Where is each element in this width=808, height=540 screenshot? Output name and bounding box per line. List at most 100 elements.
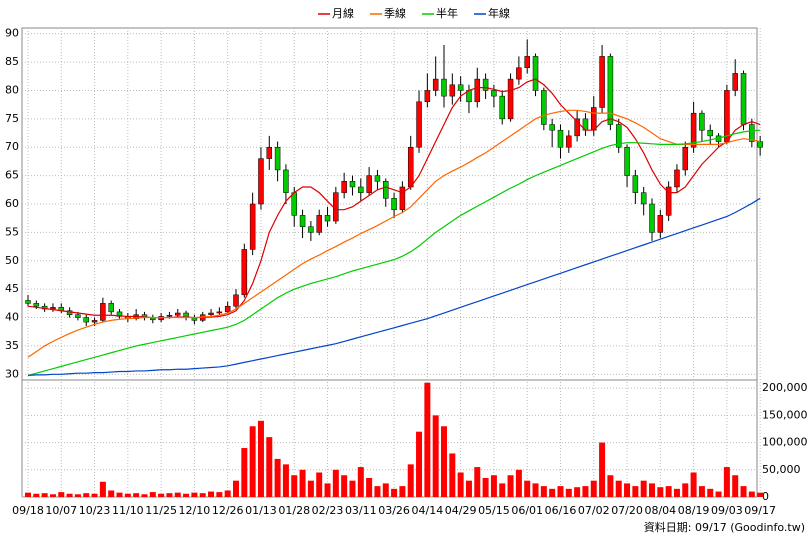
candle-body xyxy=(33,303,40,307)
candle-body xyxy=(274,146,281,171)
x-tick-label: 11/25 xyxy=(145,504,177,517)
candle-body xyxy=(391,198,397,210)
y-tick-label: 50 xyxy=(5,254,19,267)
volume-bar xyxy=(424,382,431,497)
volume-bar xyxy=(757,492,764,497)
candle-body xyxy=(374,175,381,182)
volume-bar xyxy=(574,487,581,497)
volume-bar xyxy=(399,486,406,497)
volume-bar xyxy=(665,486,672,497)
volume-bar xyxy=(66,493,73,497)
y-tick-label: 75 xyxy=(5,112,19,125)
candle-body xyxy=(308,226,314,233)
volume-bar xyxy=(582,486,589,497)
x-tick-label: 09/03 xyxy=(711,504,743,517)
volume-bar xyxy=(99,481,106,497)
candle-body xyxy=(216,311,223,314)
candle-body xyxy=(108,303,114,313)
volume-bar xyxy=(274,458,281,497)
volume-bar xyxy=(349,480,356,497)
volume-bar xyxy=(532,483,539,497)
x-tick-label: 08/19 xyxy=(678,504,710,517)
candle-body xyxy=(615,124,622,148)
y-tick-label: 150,000 xyxy=(762,408,808,421)
candle-body xyxy=(541,90,547,125)
candle-body xyxy=(740,73,747,125)
candle-body xyxy=(91,320,98,323)
legend-label: 半年 xyxy=(436,6,458,20)
candle-body xyxy=(507,78,514,120)
candle-body xyxy=(416,101,422,148)
volume-bar xyxy=(25,492,31,497)
candle-body xyxy=(749,124,755,142)
volume-bar xyxy=(391,488,398,497)
candle-body xyxy=(25,300,31,304)
candle-body xyxy=(674,169,680,188)
volume-bar xyxy=(224,490,231,497)
y-tick-label: 45 xyxy=(5,282,19,295)
volume-bar xyxy=(241,448,248,497)
candle-body xyxy=(724,90,730,142)
y-tick-label: 90 xyxy=(5,27,19,40)
volume-bar xyxy=(291,475,298,497)
volume-bar xyxy=(515,469,522,497)
candle-body xyxy=(291,192,297,216)
volume-bar xyxy=(482,477,489,497)
candle-body xyxy=(732,73,738,91)
volume-bar xyxy=(332,469,339,497)
volume-bar xyxy=(116,492,123,497)
volume-bar xyxy=(33,493,40,497)
x-tick-label: 01/28 xyxy=(278,504,310,517)
candle-body xyxy=(566,135,572,148)
x-tick-label: 09/18 xyxy=(12,504,44,517)
volume-bar xyxy=(557,486,564,497)
y-tick-label: 65 xyxy=(5,169,19,182)
candle-body xyxy=(175,312,181,316)
volume-bar xyxy=(449,453,456,497)
x-tick-label: 10/23 xyxy=(79,504,111,517)
volume-bar xyxy=(682,483,689,497)
x-tick-label: 07/20 xyxy=(611,504,643,517)
y-tick-label: 200,000 xyxy=(762,381,808,394)
volume-bar xyxy=(607,475,614,497)
x-tick-label: 04/29 xyxy=(445,504,477,517)
volume-bar xyxy=(233,480,239,497)
volume-bar xyxy=(624,483,631,497)
candle-body xyxy=(224,305,231,313)
volume-bar xyxy=(615,480,622,497)
volume-bar xyxy=(357,467,364,497)
candle-body xyxy=(299,215,306,227)
volume-bar xyxy=(374,486,381,497)
x-tick-label: 05/15 xyxy=(478,504,510,517)
volume-bar xyxy=(366,477,373,497)
volume-bar xyxy=(540,486,547,497)
y-tick-label: 0 xyxy=(762,490,769,503)
volume-bar xyxy=(432,415,439,497)
legend-label: 季線 xyxy=(384,6,406,20)
volume-bar xyxy=(732,475,739,497)
volume-bar xyxy=(698,486,705,497)
candle-body xyxy=(241,249,248,296)
y-tick-label: 55 xyxy=(5,225,19,238)
candle-body xyxy=(449,84,456,97)
y-tick-label: 50,000 xyxy=(762,463,801,476)
volume-bar xyxy=(49,494,56,497)
x-tick-label: 02/23 xyxy=(312,504,344,517)
volume-bar xyxy=(524,480,531,497)
candle-body xyxy=(549,124,555,131)
candle-body xyxy=(499,95,505,120)
x-tick-label: 12/26 xyxy=(212,504,244,517)
candle-body xyxy=(599,56,605,108)
x-tick-label: 11/10 xyxy=(112,504,144,517)
candle-body xyxy=(316,215,322,233)
volume-bar xyxy=(74,494,81,497)
x-tick-label: 01/13 xyxy=(245,504,277,517)
volume-bar xyxy=(465,480,472,497)
volume-bar xyxy=(565,488,572,497)
candle-body xyxy=(324,215,331,222)
volume-bar xyxy=(416,431,423,497)
candle-body xyxy=(432,78,439,91)
candle-body xyxy=(83,317,89,323)
x-tick-label: 10/07 xyxy=(45,504,77,517)
